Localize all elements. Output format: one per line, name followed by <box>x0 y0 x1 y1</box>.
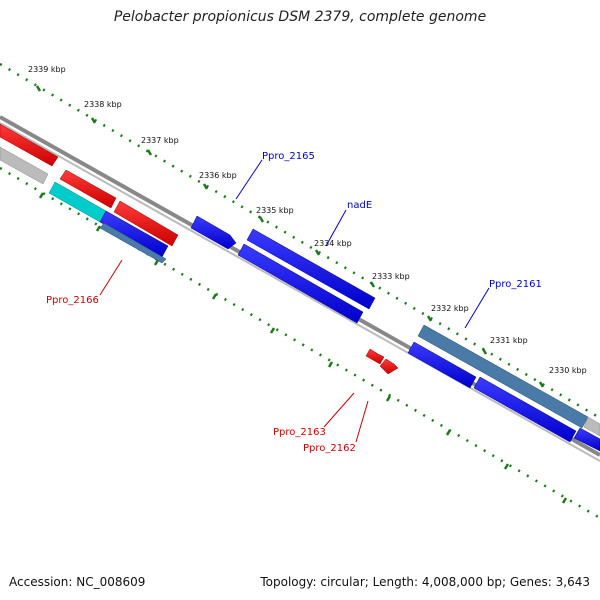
scale-label-2338: 2338 kbp <box>84 100 122 109</box>
accession-text: Accession: NC_008609 <box>9 575 146 589</box>
scale-label-2335: 2335 kbp <box>256 206 294 215</box>
outer-tick-ring <box>0 62 600 420</box>
gene-grey-1[interactable] <box>0 146 49 185</box>
scale-label-2331: 2331 kbp <box>490 336 528 345</box>
gene-label-ppro-2166[interactable]: Ppro_2166 <box>46 295 99 306</box>
gene-red-small-1[interactable] <box>365 348 385 365</box>
gene-blue-2[interactable] <box>190 215 237 250</box>
gene-red-3[interactable] <box>113 200 179 247</box>
outer-major-ticks <box>35 85 545 388</box>
genome-backbone-inner <box>0 122 600 462</box>
scale-label-2330: 2330 kbp <box>549 366 587 375</box>
gene-blue-4[interactable] <box>237 243 364 324</box>
gene-grey-2[interactable] <box>583 416 600 437</box>
gene-label-ppro-2162[interactable]: Ppro_2162 <box>303 443 356 454</box>
gene-label-ppro-2163[interactable]: Ppro_2163 <box>273 427 326 438</box>
scale-label-2337: 2337 kbp <box>141 136 179 145</box>
scale-label-2336: 2336 kbp <box>199 171 237 180</box>
scale-label-2332: 2332 kbp <box>431 304 469 313</box>
map-title: Pelobacter propionicus DSM 2379, complet… <box>113 9 487 25</box>
callout-lines <box>99 159 490 443</box>
gene-blue-5[interactable] <box>407 341 477 389</box>
inner-major-ticks <box>38 192 568 504</box>
gene-label-ppro-2161[interactable]: Ppro_2161 <box>489 279 542 290</box>
scale-label-2334: 2334 kbp <box>314 239 352 248</box>
gene-red-2[interactable] <box>59 169 117 209</box>
gene-label-ppro-2165[interactable]: Ppro_2165 <box>262 151 315 162</box>
gene-steel-2[interactable] <box>417 324 589 429</box>
genome-summary-text: Topology: circular; Length: 4,008,000 bp… <box>260 575 590 589</box>
scale-label-2333: 2333 kbp <box>372 272 410 281</box>
gene-blue-6[interactable] <box>473 376 577 443</box>
gene-label-nade[interactable]: nadE <box>347 200 372 211</box>
gene-red-1[interactable] <box>0 123 59 167</box>
gene-blue-7[interactable] <box>573 427 600 452</box>
gene-steel-1[interactable] <box>99 222 167 264</box>
gene-red-small-2[interactable] <box>379 358 399 375</box>
scale-label-2339: 2339 kbp <box>28 65 66 74</box>
gene-blue-3[interactable] <box>246 228 376 310</box>
